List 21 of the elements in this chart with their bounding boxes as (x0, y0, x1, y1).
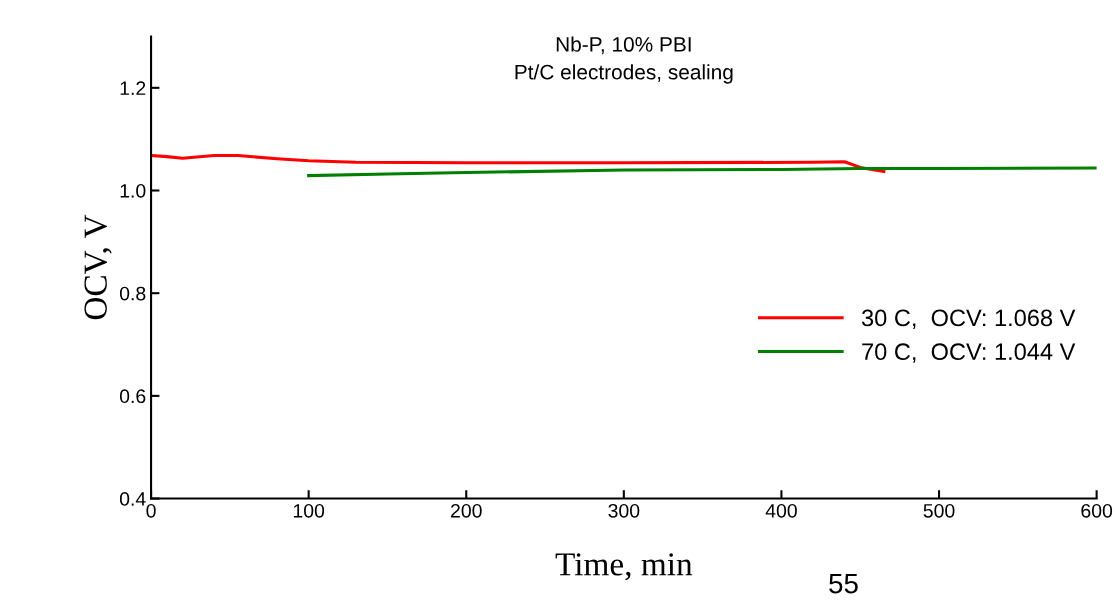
line-series (307, 166, 1097, 178)
x-tick-label: 300 (608, 503, 640, 518)
text: Pt/C electrodes, sealing (515, 64, 733, 84)
chart-title: Nb-P, 10% PBI (556, 36, 691, 55)
y-tick-label: 0.8 (119, 286, 146, 301)
line-series (151, 154, 886, 174)
legend-label: 70 C, OCV: 1.044 V (862, 343, 1076, 363)
y-tick-label: 1.2 (120, 81, 146, 95)
y-tick-label: 0.4 (119, 492, 146, 506)
text: 55 (829, 574, 858, 594)
x-tick-label: 500 (923, 503, 955, 518)
y-axis-title: OCV, V (84, 214, 112, 320)
x-tick-label: 400 (765, 503, 797, 518)
x-tick-label: 200 (451, 503, 482, 518)
y-tick-label: 1.0 (120, 183, 146, 198)
x-axis-title: Time, min (555, 553, 693, 581)
legend-label: 30 C, OCV: 1.068 V (861, 309, 1076, 330)
x-tick-label: 100 (293, 503, 325, 518)
x-tick-label: 600 (1081, 503, 1113, 518)
y-tick-label: 0.6 (119, 389, 146, 404)
x-tick-label: 0 (146, 503, 156, 518)
